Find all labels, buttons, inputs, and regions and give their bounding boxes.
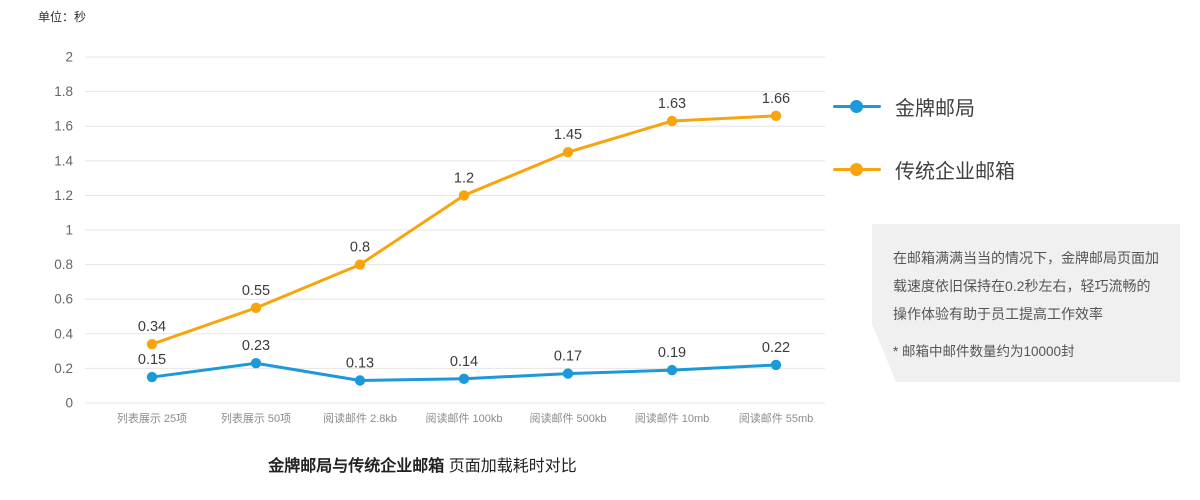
note-text: 在邮箱满满当当的情况下，金牌邮局页面加载速度依旧保持在0.2秒左右，轻巧流畅的操…	[893, 250, 1159, 322]
x-tick-label: 阅读邮件 500kb	[529, 411, 606, 425]
x-tick-label: 阅读邮件 10mb	[635, 411, 710, 425]
y-tick-label: 0.4	[54, 326, 73, 341]
y-tick-label: 1	[65, 223, 73, 238]
x-tick-label: 阅读邮件 100kb	[425, 411, 502, 425]
chart-legend: 金牌邮局 传统企业邮箱	[833, 92, 1015, 184]
data-point	[354, 259, 366, 270]
data-label: 0.22	[762, 340, 790, 356]
data-label: 1.45	[554, 127, 582, 143]
data-point	[146, 338, 158, 350]
data-label: 1.63	[658, 96, 686, 112]
data-label: 0.17	[554, 349, 582, 365]
data-label: 0.15	[138, 352, 166, 368]
data-point	[666, 115, 678, 127]
x-tick-label: 阅读邮件 2.8kb	[323, 411, 397, 425]
legend-label: 传统企业邮箱	[895, 161, 1015, 183]
x-tick-label: 列表展示 50项	[221, 411, 291, 425]
line-chart: 0 0.2 0.4 0.6 0.8 1 1.2 1.4 1.6 1.8 2 列表展示 25项 列表展示 …	[54, 50, 825, 425]
data-point	[770, 110, 782, 122]
y-tick-label: 1.6	[54, 119, 73, 134]
data-label: 0.8	[350, 240, 370, 256]
data-point	[458, 373, 470, 384]
data-label: 0.13	[346, 356, 374, 372]
data-point	[562, 146, 574, 158]
y-tick-label: 1.8	[54, 84, 73, 99]
data-label: 0.14	[450, 354, 478, 370]
data-label: 0.19	[658, 345, 686, 361]
y-tick-label: 0.2	[54, 361, 73, 376]
y-tick-label: 1.2	[54, 188, 73, 203]
unit-label: 单位：秒	[38, 10, 87, 24]
data-point	[562, 368, 574, 379]
data-point	[666, 364, 678, 376]
legend-item-gold-mail: 金牌邮局	[833, 92, 1015, 121]
y-tick-label: 0.8	[54, 257, 73, 272]
legend-label: 金牌邮局	[895, 98, 975, 120]
caption-bold: 金牌邮局与传统企业邮箱	[268, 458, 445, 475]
y-tick-label: 0	[65, 396, 73, 411]
data-point	[250, 358, 262, 369]
data-point	[770, 359, 782, 371]
chart-caption: 金牌邮局与传统企业邮箱 页面加载耗时对比	[0, 452, 845, 476]
data-point	[250, 302, 262, 314]
y-tick-label: 1.4	[54, 153, 73, 168]
data-label: 1.66	[762, 91, 790, 107]
data-label: 0.34	[138, 319, 166, 335]
data-label: 1.2	[454, 170, 474, 186]
legend-marker-orange	[833, 163, 881, 176]
legend-marker-blue	[833, 100, 881, 113]
x-tick-label: 列表展示 25项	[117, 411, 187, 425]
data-point	[458, 190, 470, 201]
legend-item-traditional-mail: 传统企业邮箱	[833, 155, 1015, 184]
x-tick-label: 阅读邮件 55mb	[739, 411, 814, 425]
data-label: 0.23	[242, 338, 270, 354]
caption-rest: 页面加载耗时对比	[444, 458, 577, 475]
y-tick-label: 0.6	[54, 292, 73, 307]
data-point	[354, 375, 366, 386]
data-label: 0.55	[242, 283, 270, 299]
note-callout: 在邮箱满满当当的情况下，金牌邮局页面加载速度依旧保持在0.2秒左右，轻巧流畅的操…	[872, 224, 1180, 382]
data-point	[146, 371, 158, 383]
y-tick-label: 2	[65, 50, 73, 65]
note-footnote: * 邮箱中邮件数量约为10000封	[893, 344, 1075, 359]
